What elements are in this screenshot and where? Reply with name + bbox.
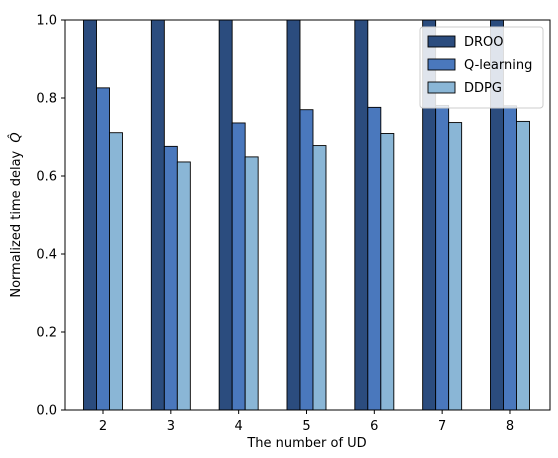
bar-q-learning-5	[300, 110, 313, 410]
legend-label-q-learning: Q-learning	[464, 58, 532, 73]
bar-ddpg-7	[449, 123, 462, 410]
x-tick-label: 7	[438, 419, 446, 434]
bar-q-learning-8	[503, 106, 516, 410]
legend-label-droo: DROO	[464, 35, 504, 50]
bar-ddpg-3	[177, 162, 190, 410]
y-tick-label: 0.4	[36, 248, 57, 263]
legend: DROO Q-learning DDPG	[420, 27, 543, 108]
bar-ddpg-2	[110, 133, 123, 410]
y-tick-label: 0.6	[36, 170, 57, 185]
bar-droo-6	[355, 20, 368, 410]
x-tick-label: 4	[235, 419, 243, 434]
legend-label-ddpg: DDPG	[464, 81, 502, 96]
y-tick-label: 0.2	[36, 326, 57, 341]
y-tick-label: 1.0	[36, 14, 57, 29]
x-axis-label: The number of UD	[246, 436, 366, 451]
bar-ddpg-8	[516, 121, 529, 410]
y-axis-label-text: Normalized time delay	[9, 150, 24, 297]
bar-droo-4	[219, 20, 232, 410]
x-tick-label: 6	[370, 419, 378, 434]
legend-swatch-ddpg	[428, 82, 455, 93]
bar-q-learning-2	[97, 88, 110, 410]
y-axis-label-symbol: Q̂	[9, 132, 24, 142]
y-axis-label: Normalized time delay Q̂	[9, 132, 24, 297]
x-tick-label: 2	[99, 419, 107, 434]
y-tick-label: 0.8	[36, 92, 57, 107]
bar-q-learning-7	[436, 105, 449, 410]
x-tick-label: 5	[302, 419, 310, 434]
bar-ddpg-4	[245, 157, 258, 410]
x-tick-label: 8	[506, 419, 514, 434]
bar-droo-5	[287, 20, 300, 410]
bar-ddpg-5	[313, 146, 326, 410]
legend-swatch-droo	[428, 36, 455, 47]
bar-q-learning-4	[232, 123, 245, 410]
legend-swatch-q-learning	[428, 59, 455, 70]
bar-q-learning-3	[164, 146, 177, 410]
y-tick-label: 0.0	[36, 404, 57, 419]
x-tick-label: 3	[167, 419, 175, 434]
bar-ddpg-6	[381, 133, 394, 410]
bar-droo-3	[151, 20, 164, 410]
bar-q-learning-6	[368, 107, 381, 410]
bar-droo-2	[84, 20, 97, 410]
